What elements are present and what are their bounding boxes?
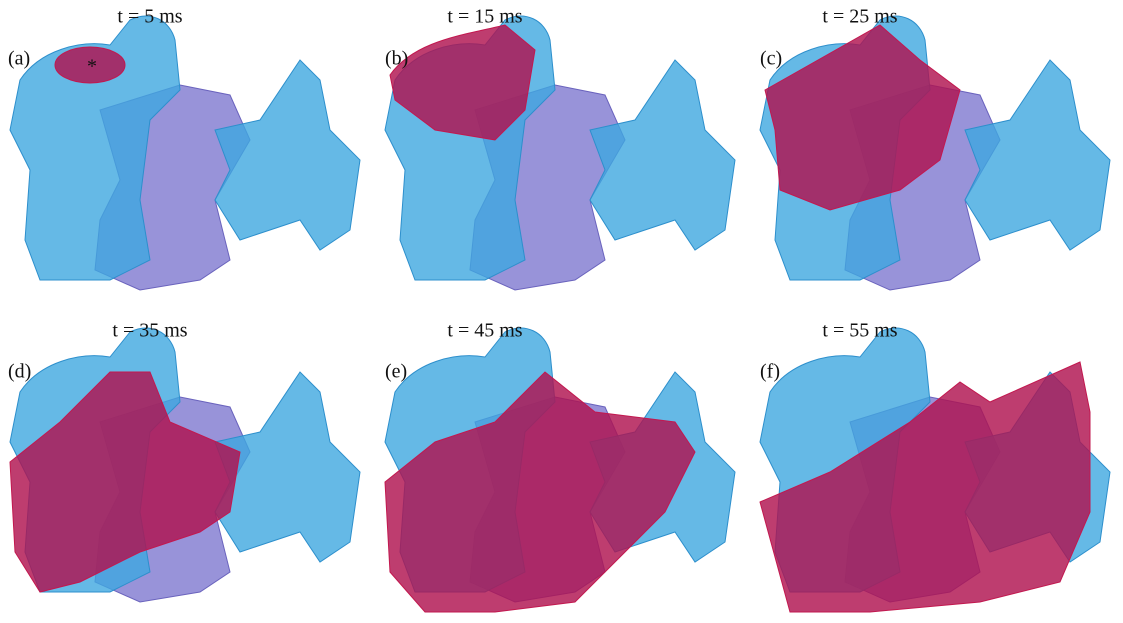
panel-title: t = 15 ms (447, 6, 522, 28)
panel-label: (c) (760, 48, 782, 70)
panel: t = 35 ms (d) (8, 320, 360, 602)
panel-label: (b) (385, 48, 408, 70)
panel-label: (d) (8, 361, 31, 383)
figure: * t = 5 ms (a) t = 15 ms (b) t = 25 ms (… (0, 0, 1123, 623)
panel: t = 45 ms (e) (385, 320, 735, 612)
panel-title: t = 35 ms (112, 320, 187, 342)
panel-label: (f) (760, 361, 780, 383)
panel: * t = 5 ms (a) (8, 6, 360, 290)
panel-title: t = 25 ms (822, 6, 897, 28)
page: * t = 5 ms (a) t = 15 ms (b) t = 25 ms (… (0, 0, 1123, 623)
panel-title: t = 45 ms (447, 320, 522, 342)
panel: t = 15 ms (b) (385, 6, 735, 290)
panel: t = 25 ms (c) (760, 6, 1110, 290)
marker: * (87, 56, 97, 78)
panel: t = 55 ms (f) (760, 320, 1110, 612)
panel-label: (e) (385, 361, 407, 383)
panel-label: (a) (8, 48, 30, 70)
panel-title: t = 5 ms (117, 6, 182, 28)
panel-title: t = 55 ms (822, 320, 897, 342)
